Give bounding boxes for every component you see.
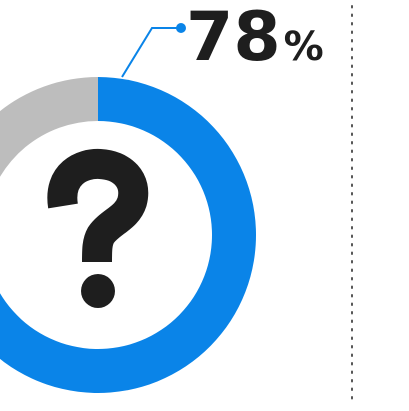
donut-slice-primary	[0, 77, 256, 393]
callout-leader-line	[121, 27, 181, 78]
percentage-callout: 78%	[121, 0, 324, 78]
donut-slices	[0, 77, 256, 393]
donut-slice-remainder	[0, 77, 98, 177]
question-mark-icon	[47, 149, 149, 308]
percentage-value: 78	[186, 0, 281, 77]
callout-leader-dot	[176, 23, 186, 33]
percentage-unit: %	[284, 24, 324, 70]
percentage-label: 78%	[186, 0, 324, 77]
